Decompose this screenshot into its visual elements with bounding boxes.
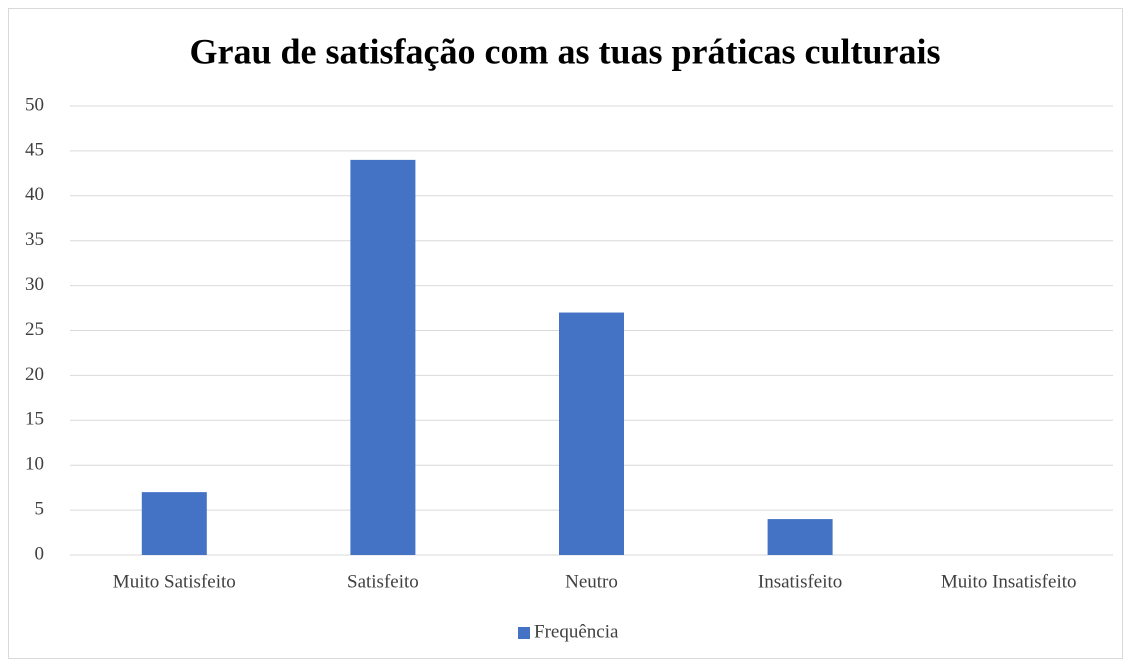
y-tick-label: 10: [25, 454, 44, 475]
y-tick-label: 0: [35, 543, 45, 564]
y-tick-label: 25: [25, 319, 44, 340]
y-tick-label: 5: [35, 498, 45, 519]
bar: [350, 159, 416, 555]
x-tick-label: Muito Satisfeito: [113, 571, 236, 592]
y-tick-label: 15: [25, 409, 44, 430]
y-tick-label: 45: [25, 139, 44, 160]
bar: [141, 492, 207, 555]
x-tick-label: Neutro: [565, 571, 618, 592]
y-tick-label: 30: [25, 274, 44, 295]
x-tick-label: Muito Insatisfeito: [941, 571, 1077, 592]
x-tick-label: Satisfeito: [347, 571, 419, 592]
y-tick-label: 50: [25, 94, 44, 115]
bar: [559, 312, 624, 555]
y-tick-label: 40: [25, 184, 44, 205]
legend-swatch: [518, 627, 530, 639]
y-tick-label: 20: [25, 364, 44, 385]
chart-title: Grau de satisfação com as tuas práticas …: [190, 31, 941, 71]
legend-label: Frequência: [534, 621, 619, 642]
bar: [767, 519, 833, 555]
x-tick-label: Insatisfeito: [758, 571, 842, 592]
y-tick-label: 35: [25, 229, 44, 250]
